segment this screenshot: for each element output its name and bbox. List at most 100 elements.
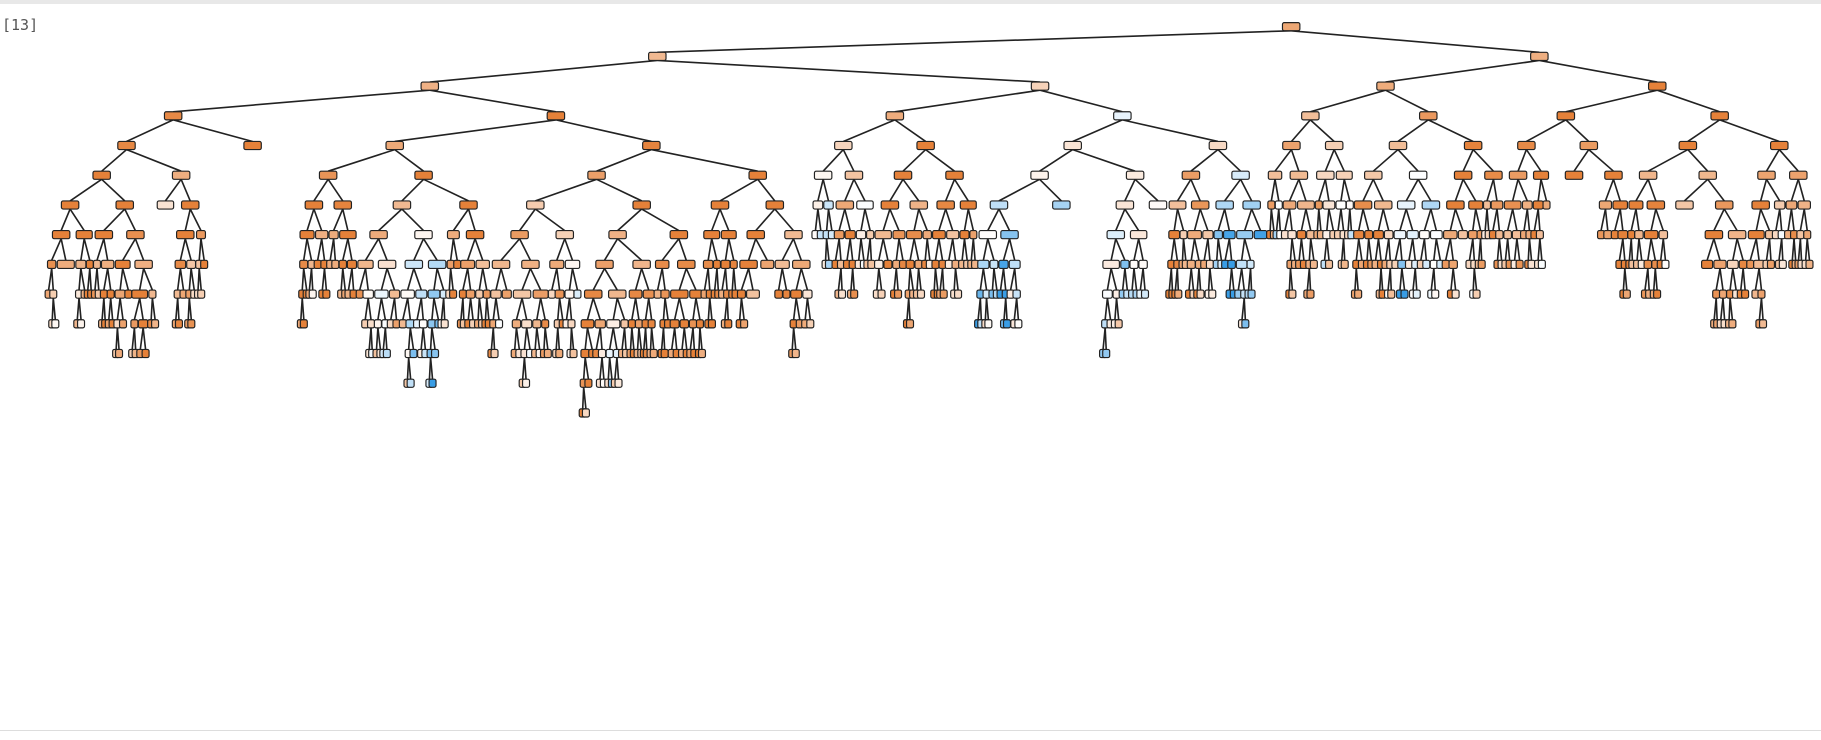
tree-node	[1000, 230, 1019, 240]
tree-node	[1643, 230, 1659, 240]
tree-node	[951, 259, 960, 270]
tree-edge	[1357, 238, 1363, 261]
tree-node	[894, 289, 903, 299]
tree-edge	[913, 208, 920, 231]
tree-node	[1168, 200, 1187, 210]
tree-edge	[1308, 268, 1312, 291]
tree-node	[740, 319, 749, 329]
tree-edge	[1588, 148, 1615, 172]
tree-edge	[889, 208, 900, 231]
tree-edge	[80, 238, 86, 261]
tree-node	[1448, 259, 1458, 270]
tree-node	[1301, 111, 1320, 121]
tree-node	[1537, 259, 1546, 270]
tree-node	[1766, 259, 1776, 270]
tree-node	[707, 319, 716, 329]
tree-edge	[1433, 238, 1438, 261]
tree-edge	[103, 208, 126, 232]
tree-edge	[889, 178, 904, 202]
tree-node	[605, 348, 614, 359]
tree-node	[670, 289, 689, 299]
tree-edge	[1479, 238, 1483, 261]
tree-edge	[703, 268, 709, 291]
tree-node	[549, 259, 565, 270]
tree-node	[521, 259, 540, 270]
tree-edge	[188, 298, 193, 320]
tree-edge	[732, 268, 737, 291]
tree-edge	[302, 238, 308, 261]
tree-edge	[670, 327, 676, 350]
tree-edge	[103, 298, 106, 320]
tree-edge	[116, 327, 120, 350]
tree-edge	[176, 268, 182, 291]
tree-edge	[436, 268, 445, 291]
tree-edge	[1106, 268, 1112, 291]
tree-node	[428, 378, 437, 388]
tree-edge	[673, 327, 678, 350]
tree-edge	[306, 238, 313, 261]
tree-node	[892, 259, 901, 270]
tree-edge	[1472, 149, 1495, 172]
tree-edge	[1452, 268, 1457, 291]
tree-edge	[1340, 179, 1346, 202]
tree-node	[790, 289, 803, 299]
tree-edge	[535, 178, 597, 202]
tree-edge	[926, 238, 931, 261]
tree-edge	[1516, 238, 1521, 261]
tree-edge	[420, 298, 425, 320]
tree-edge	[1754, 268, 1760, 291]
tree-node	[385, 140, 405, 151]
tree-node	[746, 289, 760, 299]
tree-edge	[982, 268, 988, 291]
tree-node	[614, 378, 623, 388]
tree-edge	[364, 298, 369, 320]
tree-edge	[755, 238, 768, 261]
tree-edge	[1525, 149, 1542, 172]
tree-node	[628, 289, 643, 299]
tree-edge	[1115, 208, 1126, 231]
tree-edge	[1305, 208, 1312, 231]
tree-node	[931, 259, 940, 270]
tree-node	[100, 259, 115, 270]
tree-edge	[78, 298, 82, 320]
tree-node	[898, 259, 908, 270]
tree-node	[156, 200, 175, 210]
tree-edge	[1713, 238, 1721, 261]
tree-node	[163, 111, 183, 121]
tree-node	[1468, 200, 1484, 210]
tree-node	[1267, 170, 1283, 180]
tree-edge	[1106, 298, 1112, 320]
tree-edge	[1270, 179, 1276, 202]
tree-edge	[987, 208, 1000, 231]
tree-edge	[138, 298, 144, 320]
tree-edge	[151, 298, 156, 320]
tree-edge	[380, 298, 387, 320]
tree-node	[1701, 259, 1714, 270]
tree-node	[739, 259, 758, 270]
tree-edge	[1449, 238, 1455, 261]
tree-edge	[1523, 208, 1529, 231]
tree-edge	[641, 208, 680, 232]
tree-edge	[1104, 298, 1109, 320]
tree-edge	[913, 238, 920, 261]
tree-node	[1287, 230, 1297, 240]
tree-node	[186, 259, 197, 270]
tree-edge	[1203, 238, 1209, 261]
tree-node	[834, 140, 853, 151]
tree-edge	[1343, 179, 1351, 202]
tree-node	[1353, 230, 1365, 240]
tree-edge	[515, 327, 521, 350]
tree-edge	[103, 238, 109, 261]
tree-edge	[568, 268, 574, 291]
tree-edge	[1223, 208, 1231, 231]
tree-edge	[707, 268, 711, 291]
tree-edge	[556, 298, 561, 320]
tree-edge	[1517, 178, 1529, 202]
tree-edge	[1142, 268, 1146, 291]
tree-node	[573, 289, 582, 299]
tree-node	[449, 289, 458, 299]
tree-node	[1236, 230, 1254, 240]
tree-node	[1306, 289, 1315, 299]
tree-edge	[534, 208, 566, 232]
tree-edge	[1380, 268, 1384, 291]
